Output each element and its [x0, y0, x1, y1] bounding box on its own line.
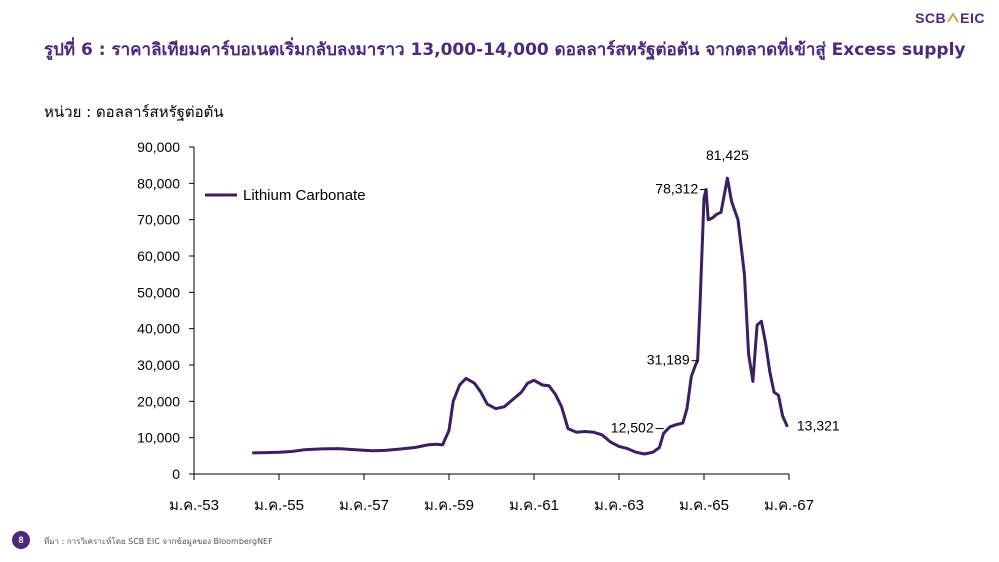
unit-label: หน่วย : ดอลลาร์สหรัฐต่อตัน — [44, 103, 224, 121]
series-line-lithium-carbonate — [252, 176, 789, 456]
scb-eic-logo: SCB EIC — [915, 10, 985, 26]
y-tick-label: 0 — [172, 466, 180, 482]
logo-text-eic: EIC — [960, 10, 985, 26]
x-tick-label: ม.ค.-67 — [764, 497, 814, 514]
y-tick-label: 40,000 — [137, 321, 180, 337]
y-tick-label: 30,000 — [137, 357, 180, 373]
page-title: รูปที่ 6 : ราคาลิเทียมคาร์บอเนตเริ่มกลับ… — [44, 40, 966, 60]
y-tick-label: 20,000 — [137, 393, 180, 409]
y-tick-label: 10,000 — [137, 430, 180, 446]
source-note: ที่มา : การวิเคราะห์โดย SCB EIC จากข้อมู… — [44, 537, 273, 546]
logo-roof-icon — [947, 10, 959, 26]
y-tick-label: 90,000 — [137, 139, 180, 155]
y-tick-label: 70,000 — [137, 212, 180, 228]
data-label: 81,425 — [706, 147, 749, 163]
data-label: 12,502 — [611, 420, 654, 436]
page-number-badge: 8 — [12, 531, 30, 549]
y-tick-label: 60,000 — [137, 248, 180, 264]
x-tick-label: ม.ค.-61 — [509, 497, 559, 514]
x-tick-label: ม.ค.-65 — [679, 497, 729, 514]
logo-text-scb: SCB — [915, 10, 947, 26]
data-label: 13,321 — [797, 418, 840, 434]
data-label: 78,312 — [655, 180, 698, 196]
data-label: 31,189 — [647, 352, 690, 368]
x-tick-label: ม.ค.-53 — [169, 497, 219, 514]
legend-label: Lithium Carbonate — [243, 187, 366, 204]
x-tick-label: ม.ค.-63 — [594, 497, 644, 514]
x-tick-label: ม.ค.-57 — [339, 497, 389, 514]
y-tick-label: 50,000 — [137, 284, 180, 300]
x-tick-label: ม.ค.-55 — [254, 497, 304, 514]
y-tick-label: 80,000 — [137, 175, 180, 191]
x-tick-label: ม.ค.-59 — [424, 497, 474, 514]
